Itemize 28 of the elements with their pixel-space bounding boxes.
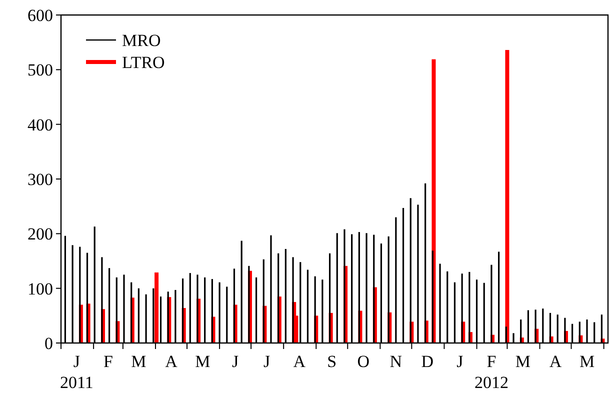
x-tick-label: N [390, 352, 402, 371]
y-tick-label: 600 [28, 6, 53, 25]
y-tick-label: 400 [28, 115, 53, 134]
x-tick-label: S [327, 352, 337, 371]
x-tick-label: J [263, 352, 270, 371]
x-tick-label: F 2012 [474, 352, 508, 392]
legend-label: MRO [122, 31, 161, 50]
x-tick-label: M [579, 352, 595, 371]
x-tick-label: F [104, 352, 113, 371]
y-tick-label: 0 [44, 334, 53, 353]
bar [154, 272, 159, 343]
y-tick-label: 500 [28, 60, 53, 80]
x-tick-label: M [515, 352, 531, 371]
y-tick-label: 300 [28, 170, 53, 189]
x-tick-label: A [165, 352, 178, 371]
y-tick-label: 200 [28, 224, 53, 244]
bar [505, 50, 510, 343]
x-tick-label: D [421, 352, 434, 371]
x-tick-label: O [357, 352, 370, 371]
x-tick-label: M [131, 352, 146, 371]
legend-label: LTRO [122, 53, 165, 72]
x-tick-label: J [456, 352, 464, 371]
x-tick-label: J 2011 [60, 352, 94, 392]
y-tick-label: 100 [28, 279, 53, 298]
x-tick-label: M [195, 352, 210, 371]
x-tick-label: A [549, 352, 562, 371]
x-tick-label: J [232, 352, 239, 371]
x-tick-label: A [293, 352, 306, 371]
